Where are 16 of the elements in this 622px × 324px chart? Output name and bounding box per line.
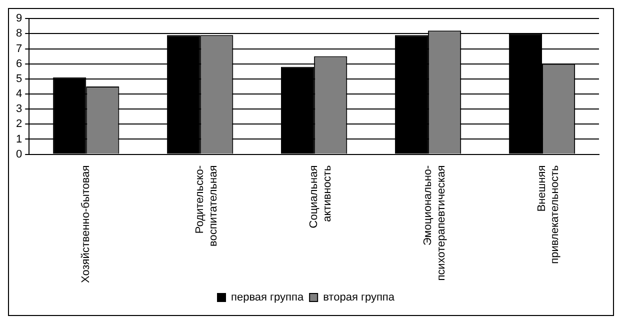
- y-tick-label: 9: [16, 12, 22, 25]
- y-tick-label: 3: [16, 103, 22, 116]
- x-tick-label: Хозяйственно-бытовая: [80, 165, 92, 284]
- y-tick-label: 0: [16, 148, 22, 160]
- y-tick-label: 4: [16, 88, 22, 100]
- y-tick-label: 1: [16, 133, 22, 146]
- x-tick-label: Внешняя привлекательность: [536, 165, 562, 264]
- y-tick-label: 6: [16, 58, 22, 70]
- y-tick-label: 2: [16, 118, 22, 130]
- y-tick-label: 8: [16, 28, 22, 40]
- y-tick-label: 5: [16, 72, 22, 85]
- legend-label: первая группа: [231, 292, 304, 304]
- x-tick-label: Родительско- воспитательная: [194, 164, 220, 247]
- legend-label: вторая группа: [323, 292, 396, 304]
- y-tick-label: 7: [16, 42, 22, 55]
- x-tick-label: Социальная активность: [308, 165, 334, 228]
